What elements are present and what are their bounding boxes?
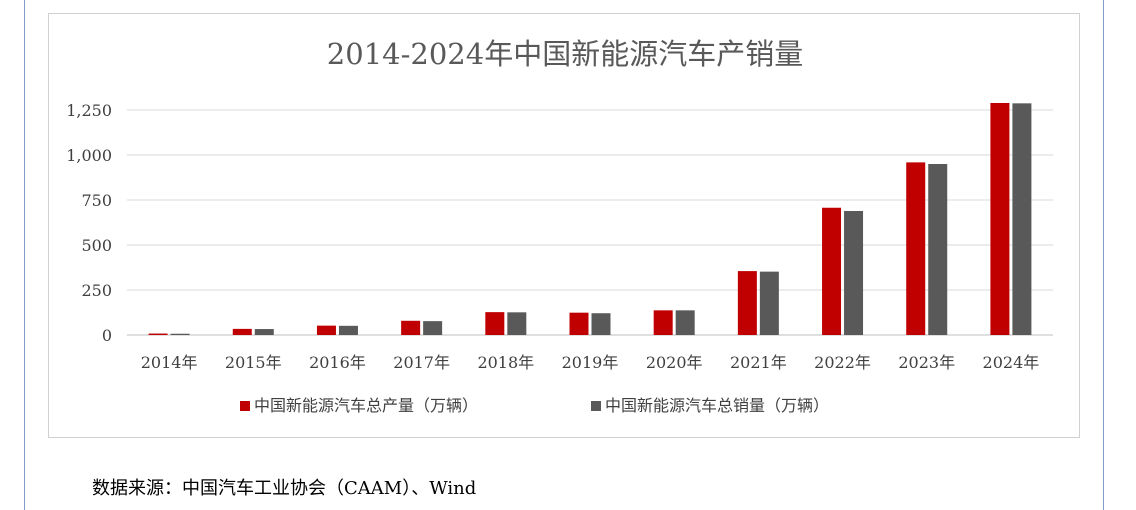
y-tick-label: 1,000 [66, 146, 112, 165]
bar-production [401, 320, 421, 335]
x-tick-label: 2014年 [141, 353, 198, 372]
bar-production [737, 271, 757, 335]
legend-label: 中国新能源汽车总销量（万辆） [605, 396, 829, 415]
y-tick-label: 750 [81, 191, 112, 210]
x-tick-label: 2017年 [393, 353, 450, 372]
bar-sales [928, 164, 948, 335]
x-tick-label: 2016年 [309, 353, 366, 372]
bar-production [653, 310, 673, 335]
x-tick-label: 2022年 [814, 353, 871, 372]
bar-sales [338, 325, 358, 335]
x-tick-label: 2023年 [898, 353, 955, 372]
bar-sales [675, 310, 695, 335]
bar-sales [759, 271, 779, 335]
bar-sales [254, 329, 274, 335]
legend-swatch [240, 401, 250, 411]
page-border-right [1103, 0, 1104, 510]
bar-sales [423, 321, 443, 335]
legend-swatch [591, 401, 601, 411]
legend-label: 中国新能源汽车总产量（万辆） [254, 396, 478, 415]
chart-title: 2014-2024年中国新能源汽车产销量 [327, 37, 803, 71]
y-tick-label: 1,250 [66, 101, 112, 120]
page-border-left [24, 0, 25, 510]
y-tick-label: 500 [81, 236, 112, 255]
bar-production [232, 328, 252, 335]
bar-production [990, 102, 1010, 335]
bar-sales [1012, 103, 1032, 335]
bar-production [569, 312, 589, 335]
source-note: 数据来源：中国汽车工业协会（CAAM）、Wind [92, 478, 477, 499]
bar-production [485, 312, 505, 335]
chart-frame: 2014-2024年中国新能源汽车产销量 0 250 500 750 1,000 1,25… [48, 13, 1080, 438]
x-tick-label: 2020年 [646, 353, 703, 372]
bar-sales [844, 210, 864, 335]
x-tick-label: 2015年 [225, 353, 282, 372]
bar-sales [591, 313, 611, 335]
x-tick-label: 2018年 [477, 353, 534, 372]
bar-sales [507, 312, 527, 335]
x-tick-label: 2021年 [730, 353, 787, 372]
bar-production [148, 333, 168, 335]
y-tick-label: 250 [81, 281, 112, 300]
bar-production [316, 325, 336, 335]
x-tick-label: 2024年 [983, 353, 1040, 372]
y-tick-label: 0 [102, 326, 112, 345]
bar-production [822, 207, 842, 335]
bar-production [906, 162, 926, 335]
x-tick-label: 2019年 [562, 353, 619, 372]
bar-chart: 2014-2024年中国新能源汽车产销量 0 250 500 750 1,000 1,25… [66, 37, 1053, 415]
bar-sales [170, 333, 190, 335]
